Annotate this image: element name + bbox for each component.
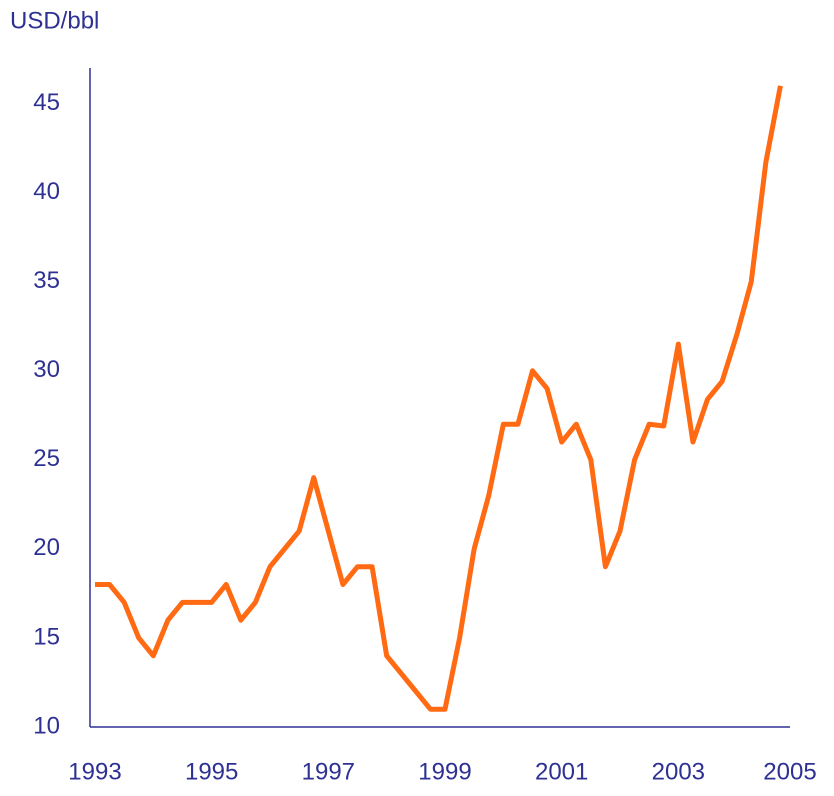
x-tick-label: 1999: [418, 758, 471, 785]
y-tick-label: 10: [33, 712, 60, 739]
x-tick-label: 1993: [68, 758, 121, 785]
y-tick-label: 30: [33, 356, 60, 383]
y-axis-label: USD/bbl: [10, 7, 99, 34]
y-tick-label: 25: [33, 445, 60, 472]
y-tick-label: 15: [33, 623, 60, 650]
y-tick-label: 20: [33, 534, 60, 561]
x-tick-label: 2005: [763, 758, 816, 785]
x-tick-label: 2001: [535, 758, 588, 785]
y-tick-label: 40: [33, 178, 60, 205]
x-tick-label: 1995: [185, 758, 238, 785]
y-tick-label: 45: [33, 89, 60, 116]
line-series: [95, 85, 783, 712]
y-tick-label: 35: [33, 267, 60, 294]
x-tick-label: 1997: [302, 758, 355, 785]
x-tick-label: 2003: [652, 758, 705, 785]
